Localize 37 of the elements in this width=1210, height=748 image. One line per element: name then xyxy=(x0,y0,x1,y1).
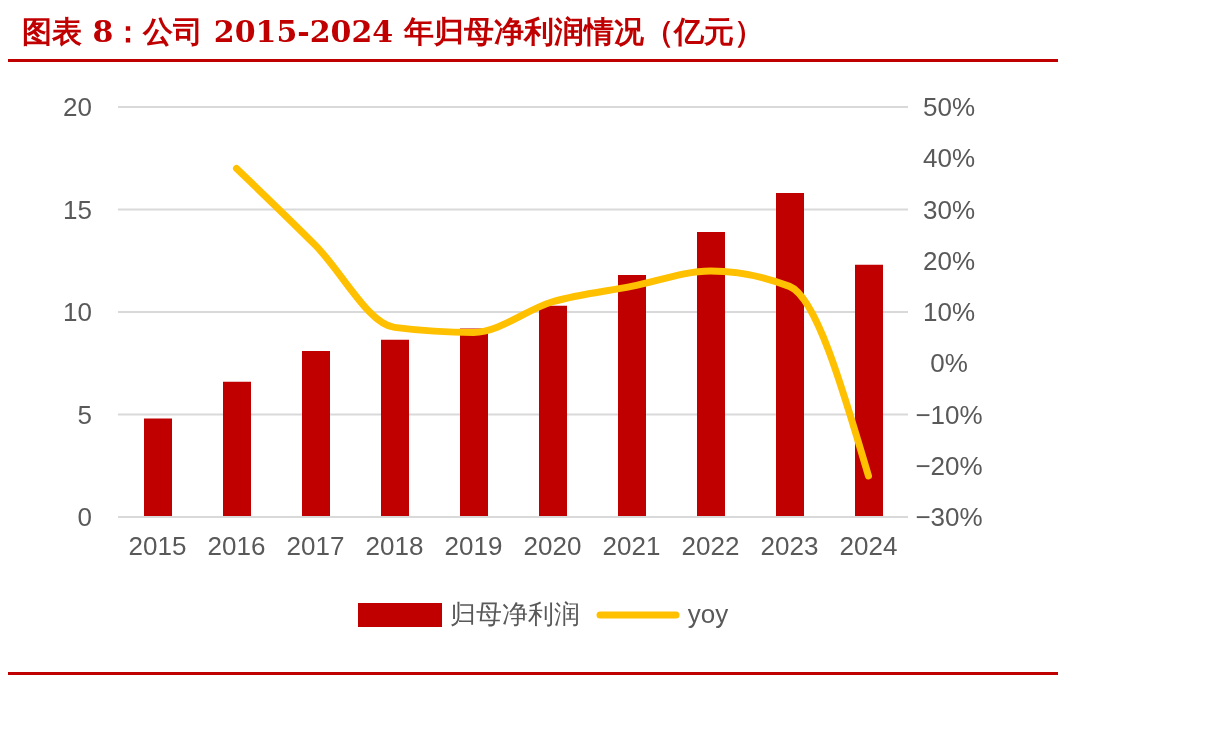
bar xyxy=(460,328,488,517)
bar xyxy=(618,275,646,517)
y2-tick-label: 50% xyxy=(922,92,976,123)
y2-tick-label: 40% xyxy=(922,143,976,174)
y-tick-label: 5 xyxy=(77,399,92,430)
chart-title: 图表 8：公司 2015-2024 年归母净利润情况（亿元） xyxy=(8,8,1058,62)
x-tick-label: 2018 xyxy=(365,531,424,562)
x-tick-label: 2022 xyxy=(681,531,740,562)
x-tick-label: 2019 xyxy=(444,531,503,562)
x-tick-label: 2023 xyxy=(760,531,819,562)
bar xyxy=(539,305,567,517)
y-tick-label: 10 xyxy=(63,297,92,328)
x-tick-label: 2024 xyxy=(839,531,898,562)
bar xyxy=(697,232,725,517)
bar xyxy=(855,264,883,517)
bar xyxy=(776,193,804,517)
bar xyxy=(302,350,330,517)
y2-tick-label: −10% xyxy=(915,399,983,430)
y-tick-label: 20 xyxy=(63,92,92,123)
y2-tick-label: 10% xyxy=(922,297,976,328)
x-tick-label: 2020 xyxy=(523,531,582,562)
bar xyxy=(223,381,251,517)
legend-label: 归母净利润 xyxy=(449,598,580,631)
y-tick-label: 0 xyxy=(77,502,92,533)
y2-tick-label: 30% xyxy=(922,194,976,225)
bar xyxy=(381,339,409,517)
x-tick-label: 2016 xyxy=(207,531,266,562)
y2-tick-label: 20% xyxy=(922,245,976,276)
y2-tick-label: −30% xyxy=(915,502,983,533)
y2-tick-label: −20% xyxy=(915,450,983,481)
legend-label: yoy xyxy=(687,599,729,630)
y-tick-label: 15 xyxy=(63,194,92,225)
y2-tick-label: 0% xyxy=(930,348,968,379)
x-tick-label: 2015 xyxy=(128,531,187,562)
bar xyxy=(144,418,172,517)
x-tick-label: 2021 xyxy=(602,531,661,562)
x-tick-label: 2017 xyxy=(286,531,345,562)
